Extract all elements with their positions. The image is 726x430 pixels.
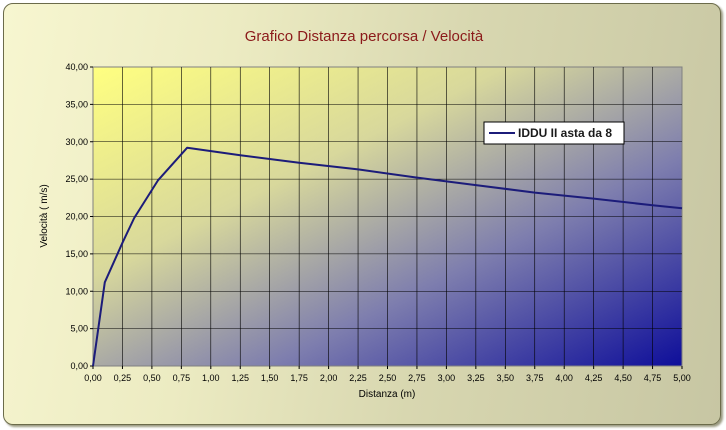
x-axis-title: Distanza (m) xyxy=(359,389,416,400)
x-tick-label: 2,50 xyxy=(379,373,397,383)
y-tick-label: 30,00 xyxy=(65,137,88,147)
x-tick-label: 3,50 xyxy=(497,373,515,383)
grid-layer xyxy=(93,67,682,366)
x-tick-label: 3,75 xyxy=(526,373,544,383)
y-tick-label: 20,00 xyxy=(65,212,88,222)
chart-frame: Grafico Distanza percorsa / Velocità 0,0… xyxy=(3,3,721,425)
x-tick-label: 0,25 xyxy=(114,373,132,383)
y-tick-label: 10,00 xyxy=(65,286,88,296)
chart-title: Grafico Distanza percorsa / Velocità xyxy=(245,28,484,45)
x-tick-label: 1,50 xyxy=(261,373,279,383)
x-tick-label: 0,75 xyxy=(173,373,191,383)
x-tick-label: 4,75 xyxy=(644,373,662,383)
series-line xyxy=(92,146,683,367)
x-tick-labels: 0,00 0,25 0,50 0,75 1,00 1,25 1,50 1,75 2,00 2,25… xyxy=(84,366,691,383)
x-tick-label: 1,00 xyxy=(202,373,220,383)
legend-box xyxy=(483,121,625,145)
x-tick-label: 5,00 xyxy=(673,373,691,383)
x-tick-label: 3,25 xyxy=(467,373,485,383)
x-tick-label: 4,25 xyxy=(585,373,603,383)
y-tick-label: 40,00 xyxy=(65,62,88,72)
y-tick-label: 5,00 xyxy=(70,324,88,334)
y-tick-label: 0,00 xyxy=(70,361,88,371)
legend: IDDU II asta da 8 xyxy=(483,121,625,145)
x-tick-label: 0,50 xyxy=(143,373,161,383)
x-tick-label: 2,75 xyxy=(408,373,426,383)
x-tick-label: 2,00 xyxy=(320,373,338,383)
y-tick-label: 25,00 xyxy=(65,174,88,184)
y-tick-labels: 0,00 5,00 10,00 15,00 20,00 25,00 30,00 35,00 40… xyxy=(65,62,93,371)
legend-label: IDDU II asta da 8 xyxy=(518,126,612,140)
x-tick-label: 3,00 xyxy=(438,373,456,383)
chart-svg: Grafico Distanza percorsa / Velocità 0,0… xyxy=(39,28,691,400)
x-tick-label: 4,00 xyxy=(555,373,573,383)
series-layer xyxy=(92,146,683,367)
x-tick-label: 0,00 xyxy=(84,373,102,383)
y-axis-title: Velocità ( m/s) xyxy=(39,184,50,247)
x-tick-label: 1,25 xyxy=(231,373,249,383)
x-tick-label: 2,25 xyxy=(349,373,367,383)
x-tick-label: 1,75 xyxy=(290,373,308,383)
y-tick-label: 35,00 xyxy=(65,99,88,109)
y-tick-label: 15,00 xyxy=(65,249,88,259)
x-tick-label: 4,50 xyxy=(614,373,632,383)
